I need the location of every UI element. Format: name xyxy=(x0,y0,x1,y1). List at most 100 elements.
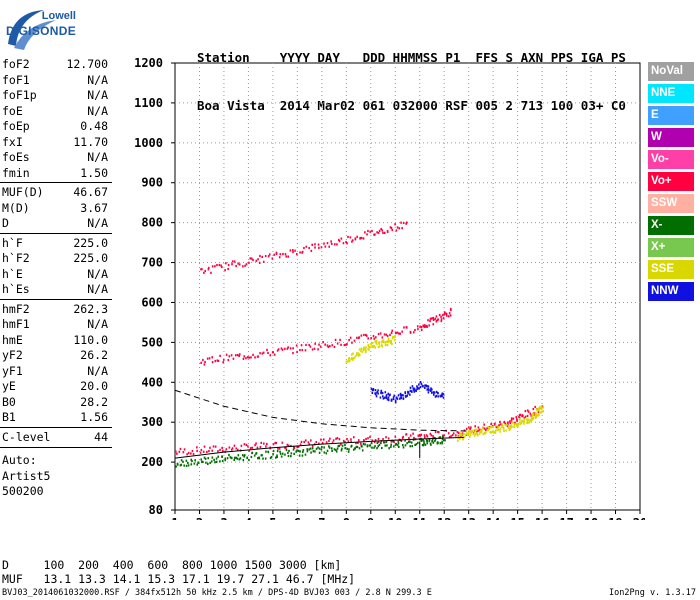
echo-point xyxy=(248,261,250,264)
echo-point xyxy=(442,436,444,439)
echo-point xyxy=(344,447,347,450)
echo-point xyxy=(422,438,424,442)
echo-point xyxy=(294,249,296,252)
echo-point xyxy=(392,445,395,448)
echo-point xyxy=(255,442,257,445)
echo-point xyxy=(360,334,363,337)
echo-point xyxy=(380,341,383,344)
echo-point xyxy=(295,253,298,256)
echo-point xyxy=(439,394,442,398)
echo-point xyxy=(535,413,538,417)
echo-point xyxy=(437,431,440,434)
echo-point xyxy=(349,236,352,239)
echo-point xyxy=(346,343,348,346)
echo-point xyxy=(459,437,461,440)
echo-point xyxy=(263,442,265,445)
param-name: D xyxy=(2,216,9,230)
echo-point xyxy=(314,450,316,453)
echo-point xyxy=(435,390,438,394)
echo-point xyxy=(320,448,323,451)
echo-point xyxy=(374,389,377,392)
echo-point xyxy=(326,242,329,245)
echo-point xyxy=(499,423,502,426)
echo-point xyxy=(393,339,396,342)
echo-point xyxy=(262,351,265,354)
echo-point xyxy=(238,458,241,461)
echo-point xyxy=(411,445,414,448)
echo-point xyxy=(441,314,444,317)
echo-point xyxy=(390,341,392,345)
echo-point xyxy=(220,264,222,267)
echo-point xyxy=(311,243,314,246)
echo-point xyxy=(530,419,532,422)
echo-point xyxy=(312,450,315,453)
echo-point xyxy=(390,440,393,443)
echo-point xyxy=(413,390,416,393)
y-tick-label: 800 xyxy=(141,216,163,230)
echo-point xyxy=(324,343,326,346)
echo-point xyxy=(231,260,234,263)
echo-point xyxy=(341,447,343,450)
echo-point xyxy=(381,229,384,232)
echo-point xyxy=(469,427,471,431)
param-row: foF1p N/A xyxy=(0,88,112,104)
echo-point xyxy=(525,418,528,421)
echo-point xyxy=(264,457,267,460)
echo-point xyxy=(487,429,489,432)
echo-point xyxy=(406,442,408,445)
param-row: hmF2 262.3 xyxy=(0,302,112,318)
echo-point xyxy=(489,431,492,434)
echo-point xyxy=(399,392,402,395)
echo-point xyxy=(490,426,492,429)
echo-point xyxy=(214,461,216,464)
echo-point xyxy=(356,336,358,339)
echo-point xyxy=(331,344,334,347)
autoscaling-line3: 500200 xyxy=(2,484,44,498)
echo-point xyxy=(504,422,507,425)
echo-point xyxy=(341,444,344,447)
echo-point xyxy=(452,432,455,435)
echo-point xyxy=(377,389,379,392)
echo-point xyxy=(399,397,401,400)
echo-point xyxy=(448,312,451,315)
echo-point xyxy=(418,387,420,390)
echo-point xyxy=(380,441,382,445)
param-value: 3.67 xyxy=(80,200,108,215)
param-value: 0.48 xyxy=(80,119,108,133)
echo-point xyxy=(242,265,244,268)
echo-point xyxy=(429,389,432,392)
echo-point xyxy=(540,405,543,408)
x-tick-label: 17 xyxy=(559,516,573,520)
echo-point xyxy=(407,440,410,444)
echo-point xyxy=(323,451,326,454)
echo-point xyxy=(272,351,275,354)
echo-point xyxy=(491,426,494,429)
echo-point xyxy=(211,456,214,459)
echo-point xyxy=(292,251,294,254)
echo-point xyxy=(320,438,322,441)
echo-point xyxy=(373,337,376,340)
echo-point xyxy=(416,325,419,328)
y-tick-label: 200 xyxy=(141,455,163,469)
param-name: h`F xyxy=(2,235,23,250)
echo-point xyxy=(435,315,438,318)
echo-point xyxy=(477,426,480,429)
echo-point xyxy=(423,434,426,437)
echo-point xyxy=(327,345,330,348)
echo-point xyxy=(386,444,388,447)
echo-point xyxy=(508,426,510,429)
echo-point xyxy=(209,446,211,449)
echo-point xyxy=(402,394,404,397)
echo-point xyxy=(405,395,407,398)
echo-point xyxy=(224,457,227,460)
echo-point xyxy=(298,454,301,457)
echo-point xyxy=(387,340,390,343)
echo-point xyxy=(318,442,320,445)
echo-point xyxy=(308,246,310,250)
echo-point xyxy=(261,454,263,457)
echo-point xyxy=(542,410,545,413)
param-row: C-level 44 xyxy=(0,430,112,446)
echo-point xyxy=(465,432,468,435)
echo-point xyxy=(389,340,392,343)
echo-point xyxy=(215,460,218,463)
